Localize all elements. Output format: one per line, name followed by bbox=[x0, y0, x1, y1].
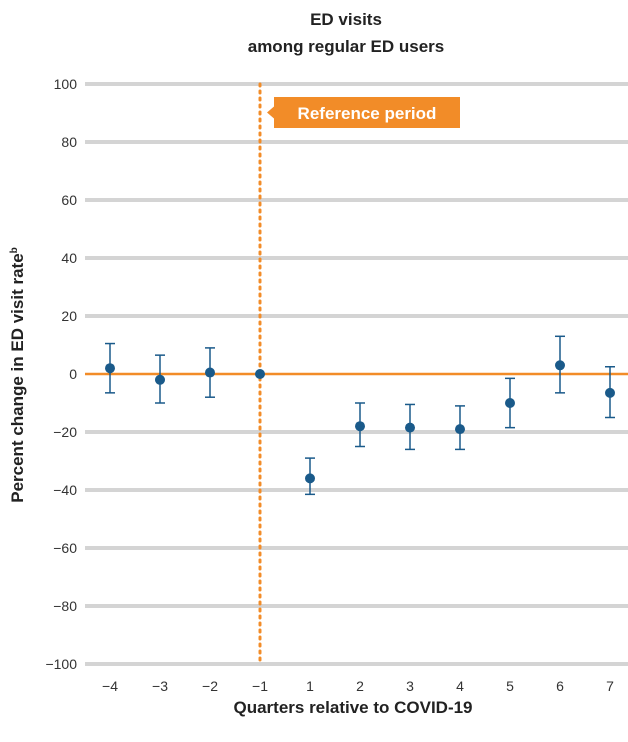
y-axis-label: Percent change in ED visit rateb bbox=[8, 247, 27, 503]
data-point-5 bbox=[355, 421, 365, 432]
data-point-8 bbox=[505, 398, 515, 408]
reference-period-callout: Reference period bbox=[267, 97, 460, 128]
data-point-3 bbox=[255, 369, 265, 379]
y-tick-label-7: −40 bbox=[53, 482, 77, 498]
x-tick-label-1: −3 bbox=[152, 678, 168, 694]
y-tick-label-8: −60 bbox=[53, 540, 77, 556]
x-axis-label: Quarters relative to COVID-19 bbox=[233, 698, 472, 717]
chart-title-line-1: ED visits bbox=[310, 10, 382, 29]
data-point-10 bbox=[605, 387, 615, 398]
data-point-6 bbox=[405, 422, 415, 433]
data-points bbox=[105, 360, 615, 484]
y-tick-label-0: 100 bbox=[54, 76, 78, 92]
error-bars bbox=[105, 335, 615, 496]
y-axis-label-superscript: b bbox=[9, 247, 20, 253]
y-tick-label-6: −20 bbox=[53, 424, 77, 440]
data-point-4 bbox=[305, 473, 315, 484]
x-tick-label-6: 3 bbox=[406, 678, 414, 694]
data-point-9 bbox=[555, 360, 565, 371]
y-tick-label-3: 40 bbox=[61, 250, 77, 266]
y-tick-label-2: 60 bbox=[61, 192, 77, 208]
reference-period-box bbox=[267, 97, 460, 128]
data-point-2 bbox=[205, 367, 215, 378]
x-tick-label-10: 7 bbox=[606, 678, 614, 694]
x-tick-label-8: 5 bbox=[506, 678, 514, 694]
y-tick-label-10: −100 bbox=[45, 656, 77, 672]
x-tick-label-7: 4 bbox=[456, 678, 464, 694]
y-axis-label-text: Percent change in ED visit rate bbox=[8, 253, 27, 502]
x-tick-label-0: −4 bbox=[102, 678, 118, 694]
chart-title-line-2: among regular ED users bbox=[248, 37, 445, 56]
reference-period-label: Reference period bbox=[298, 104, 437, 123]
y-axis-ticks: 100 80 60 40 20 0 −20 −40 −60 −80 −100 bbox=[45, 76, 77, 672]
x-tick-label-2: −2 bbox=[202, 678, 218, 694]
x-axis-ticks: −4 −3 −2 −1 1 2 3 4 5 6 7 bbox=[102, 678, 614, 694]
y-tick-label-1: 80 bbox=[61, 134, 77, 150]
data-point-0 bbox=[105, 363, 115, 374]
data-point-1 bbox=[155, 374, 165, 385]
x-tick-label-4: 1 bbox=[306, 678, 314, 694]
y-tick-label-9: −80 bbox=[53, 598, 77, 614]
y-tick-label-5: 0 bbox=[69, 366, 77, 382]
x-tick-label-9: 6 bbox=[556, 678, 564, 694]
y-tick-label-4: 20 bbox=[61, 308, 77, 324]
grid-lines bbox=[85, 82, 628, 666]
data-point-7 bbox=[455, 424, 465, 435]
x-tick-label-3: −1 bbox=[252, 678, 268, 694]
x-tick-label-5: 2 bbox=[356, 678, 364, 694]
